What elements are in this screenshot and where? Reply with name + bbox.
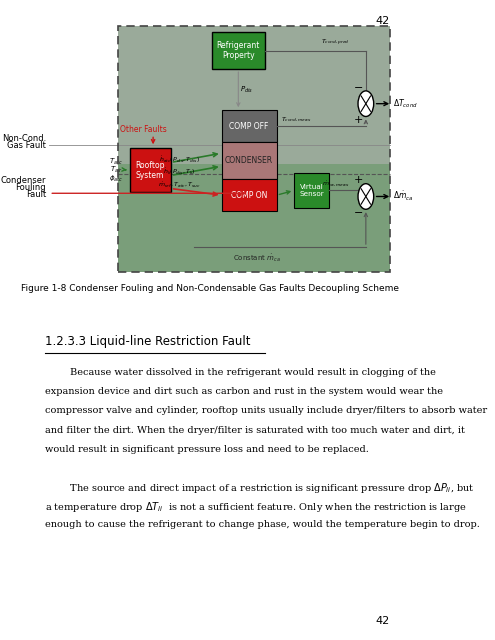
Bar	[222, 110, 277, 142]
Bar	[222, 179, 277, 211]
Text: +: +	[354, 175, 363, 185]
Text: COMP OFF: COMP OFF	[229, 122, 269, 131]
Text: expansion device and dirt such as carbon and rust in the system would wear the: expansion device and dirt such as carbon…	[46, 387, 444, 396]
Text: and filter the dirt. When the dryer/filter is saturated with too much water and : and filter the dirt. When the dryer/filt…	[46, 426, 465, 435]
Text: $P_{dis}$: $P_{dis}$	[240, 84, 253, 95]
Text: $\Delta\dot{m}_{ca}$: $\Delta\dot{m}_{ca}$	[393, 190, 414, 203]
Text: $\phi_{atc}$: $\phi_{atc}$	[109, 173, 123, 184]
Circle shape	[358, 184, 374, 209]
Text: $T_{cond,meas}$: $T_{cond,meas}$	[281, 115, 311, 124]
Text: Fouling: Fouling	[15, 183, 46, 192]
Text: $T_{atc}$: $T_{atc}$	[109, 157, 123, 167]
Text: would result in significant pressure loss and need to be replaced.: would result in significant pressure los…	[46, 445, 369, 454]
Text: Because water dissolved in the refrigerant would result in clogging of the: Because water dissolved in the refrigera…	[46, 368, 436, 377]
Text: Constant $\dot{m}_{ca}$: Constant $\dot{m}_{ca}$	[233, 252, 281, 264]
Text: $\dot{m}_{ca,meas}$: $\dot{m}_{ca,meas}$	[322, 179, 349, 188]
Bar	[118, 26, 390, 164]
Bar	[118, 26, 390, 272]
Bar	[212, 32, 265, 69]
Bar	[130, 148, 171, 192]
Text: enough to cause the refrigerant to change phase, would the temperature begin to : enough to cause the refrigerant to chang…	[46, 520, 480, 529]
Text: Virtual
Sensor: Virtual Sensor	[299, 184, 324, 197]
Text: Other Faults: Other Faults	[120, 125, 167, 134]
Text: Refrigerant
Property: Refrigerant Property	[217, 41, 260, 60]
Text: 42: 42	[376, 616, 390, 626]
Text: CONDENSER: CONDENSER	[225, 156, 273, 165]
Text: 42: 42	[376, 16, 390, 26]
Text: compressor valve and cylinder, rooftop units usually include dryer/filters to ab: compressor valve and cylinder, rooftop u…	[46, 406, 488, 415]
Bar	[294, 173, 329, 208]
Circle shape	[358, 91, 374, 116]
Text: $\dot{m}_{ref},T_{atc},T_{suc}$: $\dot{m}_{ref},T_{atc},T_{suc}$	[158, 181, 201, 190]
Text: $T_{air}$: $T_{air}$	[110, 164, 123, 175]
Text: +: +	[354, 115, 363, 125]
Text: Condenser: Condenser	[0, 176, 46, 185]
Text: Fault: Fault	[26, 190, 46, 199]
Text: The source and direct impact of a restriction is significant pressure drop $\Del: The source and direct impact of a restri…	[46, 481, 475, 495]
Text: −: −	[354, 83, 363, 93]
Text: 1.2.3.3 Liquid-line Restriction Fault: 1.2.3.3 Liquid-line Restriction Fault	[46, 335, 251, 348]
Bar	[222, 142, 277, 179]
Text: $\dot{h}_{li}(P_{dis},T_{li})$: $\dot{h}_{li}(P_{dis},T_{li})$	[163, 167, 196, 177]
Text: a temperature drop $\Delta T_{li}$  is not a sufficient feature. Only when the r: a temperature drop $\Delta T_{li}$ is no…	[46, 500, 467, 515]
Text: $\dot{h}_{atc}(P_{dis},T_{dis})$: $\dot{h}_{atc}(P_{dis},T_{dis})$	[159, 155, 200, 165]
Text: Figure 1-8 Condenser Fouling and Non-Condensable Gas Faults Decoupling Scheme: Figure 1-8 Condenser Fouling and Non-Con…	[21, 284, 399, 292]
Text: −: −	[354, 208, 363, 218]
Text: $\Delta T_{cond}$: $\Delta T_{cond}$	[393, 97, 418, 110]
Text: $T_{cond,pred}$: $T_{cond,pred}$	[321, 38, 349, 48]
Text: Non-Cond.: Non-Cond.	[2, 134, 46, 143]
Text: Gas Fault: Gas Fault	[7, 141, 46, 150]
Text: Rooftop
System: Rooftop System	[136, 161, 165, 180]
Text: COMP ON: COMP ON	[231, 191, 267, 200]
